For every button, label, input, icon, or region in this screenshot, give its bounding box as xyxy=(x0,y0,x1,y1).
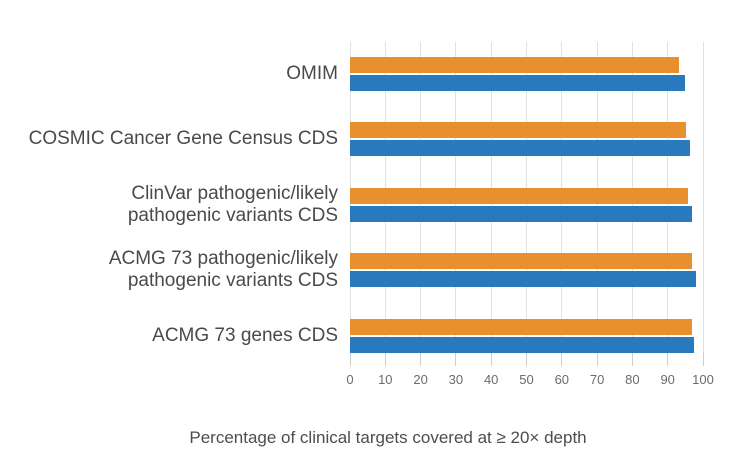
bar-orange-series xyxy=(350,253,693,270)
category-label: ClinVar pathogenic/likely pathogenic var… xyxy=(127,182,338,226)
bar-orange-series xyxy=(350,122,687,139)
gridline xyxy=(702,42,704,351)
category-label: OMIM xyxy=(286,63,338,84)
axis-tick-label: 10 xyxy=(378,372,393,387)
axis-tick xyxy=(490,351,492,366)
category-label: ACMG 73 genes CDS xyxy=(152,324,338,346)
axis-tick xyxy=(455,351,457,366)
axis-tick xyxy=(631,351,633,366)
axis-tick xyxy=(702,351,704,366)
axis-tick xyxy=(526,351,527,366)
bar-orange-series xyxy=(350,187,688,204)
axis-tick xyxy=(384,351,386,366)
bar-blue-series xyxy=(350,140,690,157)
bar-blue-series xyxy=(350,271,696,288)
axis-tick-label: 20 xyxy=(413,372,428,387)
axis-tick-label: 60 xyxy=(554,372,570,387)
bar-orange-series xyxy=(350,57,680,73)
axis-tick xyxy=(596,351,598,366)
category-label: COSMIC Cancer Gene Census CDS xyxy=(28,128,338,150)
x-axis-label: Percentage of clinical targets covered a… xyxy=(189,428,587,447)
axis-tick-label: 40 xyxy=(483,372,499,387)
axis-tick-label: 90 xyxy=(660,372,675,387)
axis-tick-label: 30 xyxy=(448,372,464,387)
axis-tick-label: 100 xyxy=(692,372,714,387)
bar-blue-series xyxy=(350,75,686,91)
bar-blue-series xyxy=(350,205,693,222)
axis-tick-label: 50 xyxy=(519,372,534,387)
axis-tick xyxy=(420,351,422,366)
bar-orange-series xyxy=(350,318,692,335)
axis-tick xyxy=(349,351,351,366)
axis-tick xyxy=(667,351,669,366)
axis-tick xyxy=(561,351,563,366)
axis-tick-label: 80 xyxy=(625,372,640,387)
category-label: ACMG 73 pathogenic/likely pathogenic var… xyxy=(108,248,338,292)
bar-blue-series xyxy=(350,336,695,353)
axis-tick-label: 70 xyxy=(589,372,605,387)
axis-tick-label: 0 xyxy=(346,372,354,387)
